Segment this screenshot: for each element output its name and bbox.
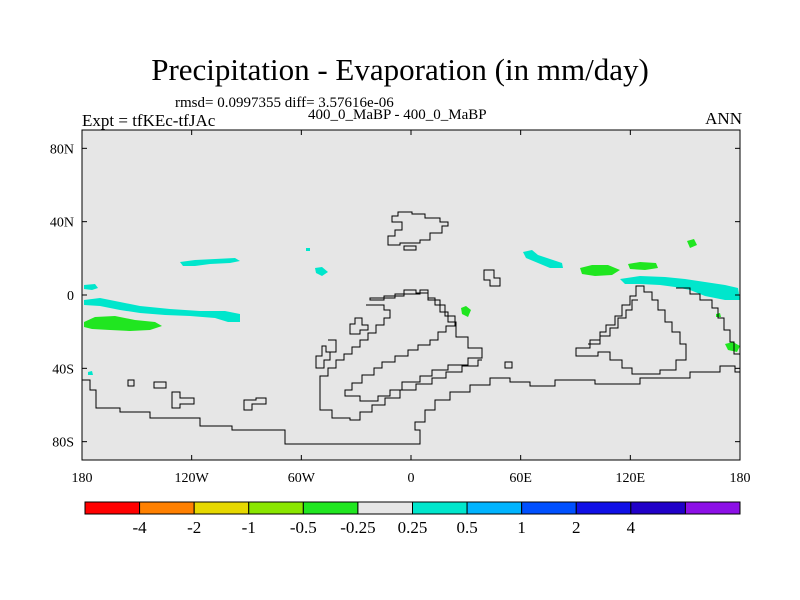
land-outline — [349, 317, 369, 335]
lat-label: 40N — [50, 216, 74, 231]
lon-label: 180 — [730, 471, 751, 486]
land-outline — [344, 289, 483, 402]
lon-label: 60E — [509, 471, 532, 486]
latitude-labels: 80N 40N 0 40S 80S — [50, 142, 74, 450]
colorbar-swatch — [630, 501, 686, 515]
patch-positive — [84, 298, 240, 322]
lon-label: 120E — [616, 471, 646, 486]
colorbar-swatch — [84, 501, 141, 515]
colorbar-swatch — [357, 501, 413, 515]
land-outline — [403, 245, 417, 251]
longitude-labels: 180 120W 60W 0 60E 120E 180 — [72, 471, 751, 486]
land-outline — [153, 381, 167, 389]
lat-label: 80S — [52, 436, 74, 451]
land-outline — [387, 211, 449, 246]
colorbar-label: -1 — [242, 518, 256, 537]
lon-label: 60W — [288, 471, 316, 486]
chart-title: Precipitation - Evaporation (in mm/day) — [151, 52, 649, 87]
land-outline — [315, 339, 337, 369]
colorbar-label: 2 — [572, 518, 581, 537]
land-outline — [483, 269, 501, 287]
stats-text: rmsd= 0.0997355 diff= 3.57616e-06 — [175, 95, 394, 111]
colorbar-swatch — [466, 501, 523, 515]
lat-label: 0 — [67, 289, 74, 304]
axis-ticks — [81, 130, 741, 460]
land-outline — [243, 397, 267, 411]
patch-positive — [306, 248, 310, 251]
patch-positive — [88, 371, 93, 375]
colorbar-label: 1 — [517, 518, 526, 537]
lon-label: 120W — [175, 471, 210, 486]
colorbar-label: 0.25 — [398, 518, 428, 537]
colorbar-swatch — [139, 501, 195, 515]
colorbar-swatch — [575, 501, 632, 515]
land-outline — [82, 365, 740, 445]
patch-negative — [628, 262, 658, 270]
colorbar-swatch — [193, 501, 250, 515]
land-outline — [676, 287, 740, 355]
patch-negative — [580, 265, 620, 276]
lon-label: 0 — [408, 471, 415, 486]
patch-positive — [315, 267, 328, 276]
land-outline — [171, 391, 195, 409]
colorbar-swatch — [412, 501, 468, 515]
patch-negative — [461, 306, 471, 317]
colorbar-swatch — [684, 501, 741, 515]
colorbar — [84, 501, 741, 515]
lat-label: 40S — [52, 362, 74, 377]
land-outline — [127, 379, 135, 387]
colorbar-label: -2 — [187, 518, 201, 537]
season-label: ANN — [705, 109, 742, 128]
lon-label: 180 — [72, 471, 93, 486]
colorbar-swatch — [248, 501, 304, 515]
colorbar-label: -0.25 — [340, 518, 375, 537]
colorbar-label: -4 — [132, 518, 147, 537]
experiment-label: Expt = tfKEc-tfJAc — [82, 111, 216, 130]
patch-negative — [687, 239, 697, 248]
colorbar-label: -0.5 — [290, 518, 317, 537]
map-background — [82, 130, 740, 460]
colorbar-label: 4 — [627, 518, 636, 537]
land-outline — [504, 361, 513, 369]
colorbar-labels: -4 -2 -1 -0.5 -0.25 0.25 0.5 1 2 4 — [132, 518, 635, 537]
patch-positive — [523, 250, 563, 268]
colorbar-label: 0.5 — [456, 518, 477, 537]
patch-positive — [84, 284, 98, 290]
land-outline — [319, 304, 482, 421]
patch-negative — [84, 316, 162, 331]
land-outlines — [82, 211, 740, 445]
colorbar-swatch — [302, 501, 359, 515]
case-label: 400_0_MaBP - 400_0_MaBP — [308, 107, 487, 123]
land-outline — [588, 299, 638, 345]
colorbar-swatch — [521, 501, 577, 515]
patch-positive — [180, 258, 240, 266]
patch-negative — [725, 342, 740, 352]
land-outline — [575, 285, 687, 375]
lat-label: 80N — [50, 142, 74, 157]
